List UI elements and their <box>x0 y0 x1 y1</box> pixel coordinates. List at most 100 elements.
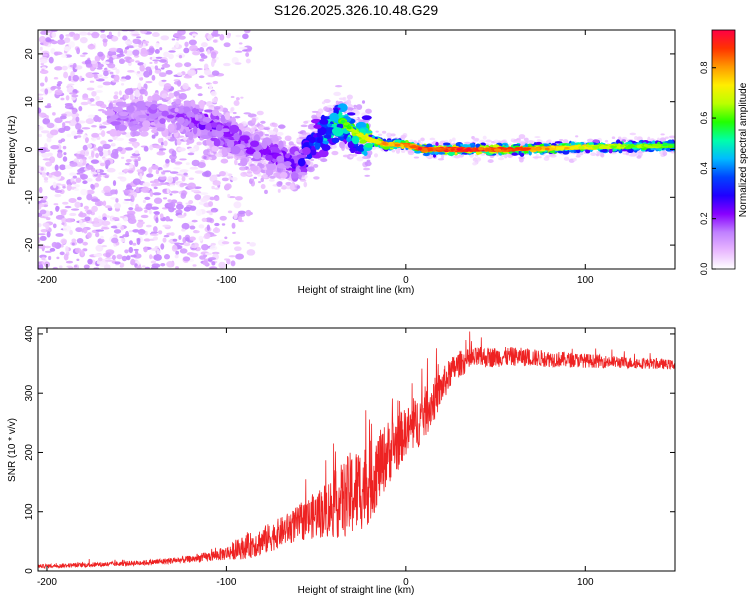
spectrogram-cell <box>100 30 105 33</box>
spectrogram-cell <box>200 197 209 202</box>
spectrogram-cell <box>127 69 135 73</box>
spectrogram-cell <box>91 205 98 213</box>
spectrogram-cell <box>55 205 60 212</box>
spectrogram-cell <box>91 60 97 65</box>
spectrogram-cell <box>253 176 258 179</box>
spectrogram-cell <box>233 201 242 209</box>
spectrogram-cell <box>52 223 57 229</box>
spectrogram-cell <box>302 146 311 156</box>
spectrogram-cell <box>76 172 80 175</box>
spectrogram-cell <box>95 95 100 101</box>
spectrogram-cell <box>92 72 100 75</box>
spectrogram-cell <box>390 133 396 137</box>
spectrogram-cell <box>590 152 597 157</box>
spectrogram-cell <box>296 185 301 189</box>
spectrogram-cell <box>313 124 322 129</box>
spectrogram-cell <box>111 237 119 244</box>
spectrogram-cell <box>557 150 564 154</box>
spectrogram-cell <box>363 151 368 157</box>
spectrogram-cell <box>131 33 141 36</box>
spectrogram-cell <box>297 171 308 176</box>
spectrogram-cell <box>150 103 158 110</box>
spectrogram-cell <box>316 137 323 143</box>
spectrogram-cell <box>142 40 150 44</box>
spectrogram-cell <box>184 41 189 47</box>
spectrogram-cell <box>82 144 88 151</box>
spectrogram-cell <box>112 180 117 187</box>
spectrogram-cell <box>230 106 235 112</box>
spectrogram-cell <box>41 152 51 158</box>
spectrogram-cell <box>148 167 153 174</box>
spectrogram-cell <box>364 143 374 148</box>
spectrogram-cell <box>242 49 248 52</box>
spectrogram-cell <box>252 151 262 160</box>
spectrogram-cell <box>141 265 146 268</box>
spectrogram-cell <box>116 124 128 131</box>
spectrogram-cell <box>183 75 193 79</box>
spectrogram-cell <box>336 123 345 129</box>
spectrogram-cell <box>359 139 367 144</box>
spectrogram-cell <box>41 68 45 71</box>
spectrogram-cell <box>211 145 219 152</box>
spectrogram-cell <box>665 136 669 140</box>
spectrogram-cell <box>74 265 78 268</box>
spectrogram-cell <box>278 140 284 149</box>
spectrogram-cell <box>128 246 134 253</box>
spectrogram-cell <box>160 141 164 146</box>
spectrogram-cell <box>123 198 133 201</box>
spectrogram-cell <box>231 57 239 64</box>
spectrogram-cell <box>159 169 164 172</box>
spectrogram-cell <box>660 133 665 136</box>
spectrogram-cell <box>91 31 100 39</box>
spectrogram-cell <box>120 82 125 86</box>
spectrogram-cell <box>171 244 178 252</box>
spectrogram-cell <box>186 111 195 118</box>
spectrogram-cell <box>79 219 83 226</box>
spectrogram-cell <box>393 146 398 150</box>
spectrogram-cell <box>141 186 150 193</box>
spectrogram-cell <box>176 37 180 41</box>
spectrogram-cell <box>134 207 143 212</box>
spectrogram-cell <box>365 108 372 114</box>
spectrogram-cell <box>158 104 169 112</box>
spectrogram-cell <box>135 186 140 193</box>
spectrogram-cell <box>170 136 174 140</box>
spectrogram-cell <box>226 139 235 148</box>
spectrogram-cell <box>234 50 243 53</box>
spectrogram-cell <box>636 144 642 149</box>
spectrogram-cell <box>76 238 84 244</box>
spectrogram-cell <box>96 63 104 68</box>
spectrogram-cell <box>38 93 44 96</box>
spectrogram-cell <box>276 163 287 169</box>
spectrogram-cell <box>45 161 53 167</box>
spectrogram-cell <box>231 222 236 229</box>
spectrogram-cell <box>518 156 525 160</box>
spectrogram-cell <box>246 241 251 244</box>
spectrogram-cell <box>278 181 283 186</box>
spectrogram-cell <box>331 150 339 156</box>
spectrogram-cell <box>168 53 174 60</box>
spectrogram-cell <box>85 137 89 144</box>
spectrogram-cell <box>563 146 570 150</box>
spectrogram-cell <box>100 226 110 230</box>
spectrogram-cell <box>174 107 179 113</box>
spectrogram-cell <box>73 264 80 269</box>
spectrogram-cell <box>161 79 167 82</box>
spectrogram-cell <box>519 141 527 145</box>
spectrogram-cell <box>196 141 202 146</box>
spectrogram-cell <box>373 153 379 158</box>
spectrogram-cell <box>323 134 331 139</box>
spectrogram-cell <box>115 137 125 141</box>
spectrogram-cell <box>310 158 315 162</box>
spectrogram-cell <box>135 116 140 122</box>
spectrogram-cell <box>139 95 144 102</box>
spectrogram-cell <box>66 265 73 268</box>
spectrogram-cell <box>224 236 228 240</box>
spectrogram-cell <box>177 89 186 92</box>
spectrogram-cell <box>93 253 103 258</box>
spectrogram-cell <box>170 190 179 194</box>
spectrogram-cell <box>386 132 392 138</box>
spectrogram-cell <box>76 196 82 201</box>
spectrogram-cell <box>162 197 168 200</box>
spectrogram-cell <box>162 224 171 228</box>
